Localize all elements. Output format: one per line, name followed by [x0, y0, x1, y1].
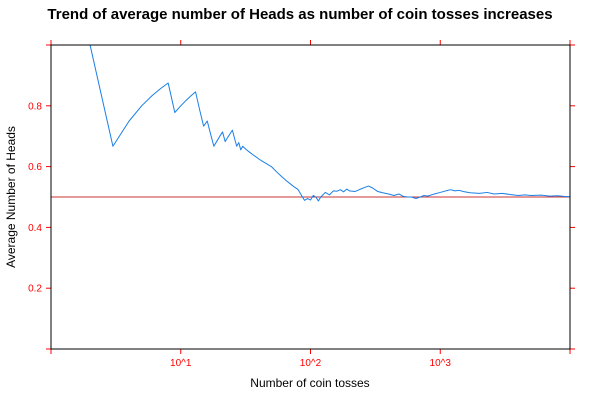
y-tick-label: 0.2 — [28, 284, 42, 295]
x-tick-label: 10^3 — [430, 358, 452, 369]
y-axis-title: Average Number of Heads — [4, 126, 18, 268]
chart-title: Trend of average number of Heads as numb… — [47, 6, 552, 23]
series-line — [51, 44, 571, 202]
y-tick-label: 0.4 — [28, 223, 42, 234]
series-layer — [51, 44, 571, 202]
plot-frame — [50, 44, 571, 350]
x-tick-label: 10^1 — [170, 358, 192, 369]
y-tick-label: 0.6 — [28, 162, 42, 173]
y-tick-label: 0.8 — [28, 101, 42, 112]
x-axis-title: Number of coin tosses — [250, 376, 369, 390]
axis-ticks: 10^1 10^2 10^3 0.2 0.4 0.6 0.8 — [28, 40, 575, 369]
plot-area: 10^1 10^2 10^3 0.2 0.4 0.6 0.8 — [28, 40, 575, 369]
x-tick-label: 10^2 — [300, 358, 322, 369]
